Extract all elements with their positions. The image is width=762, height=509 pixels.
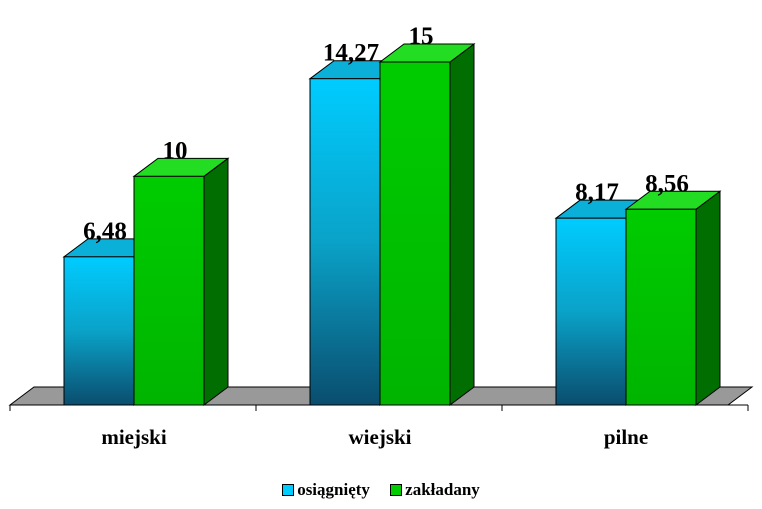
data-label: 15 — [409, 23, 434, 50]
bar — [624, 190, 722, 406]
bar-side — [695, 190, 721, 406]
legend-label-series-1: osiągnięty — [297, 480, 370, 499]
bar-front — [63, 256, 135, 406]
data-label: 6,48 — [83, 218, 127, 245]
bar-front — [309, 78, 381, 406]
category-label: pilne — [604, 425, 648, 449]
legend-item-series-2: zakładany — [390, 480, 480, 500]
legend-swatch-series-1 — [282, 484, 295, 496]
legend: osiągnięty zakładany — [0, 480, 762, 500]
bar-front — [379, 61, 451, 406]
bar-front — [133, 175, 205, 406]
data-label: 8,17 — [575, 179, 619, 206]
legend-swatch-series-2 — [390, 484, 403, 496]
legend-label-series-2: zakładany — [405, 480, 480, 499]
bar-front — [555, 217, 627, 406]
legend-item-series-1: osiągnięty — [282, 480, 370, 500]
bar — [378, 43, 476, 406]
bar — [132, 157, 230, 406]
data-label: 8,56 — [645, 170, 689, 197]
category-label: wiejski — [349, 425, 412, 449]
category-label: miejski — [101, 425, 166, 449]
data-label: 10 — [163, 137, 188, 164]
bar-front — [625, 208, 697, 406]
bar-side — [449, 43, 475, 406]
bar-side — [203, 157, 229, 406]
data-label: 14,27 — [323, 40, 379, 67]
